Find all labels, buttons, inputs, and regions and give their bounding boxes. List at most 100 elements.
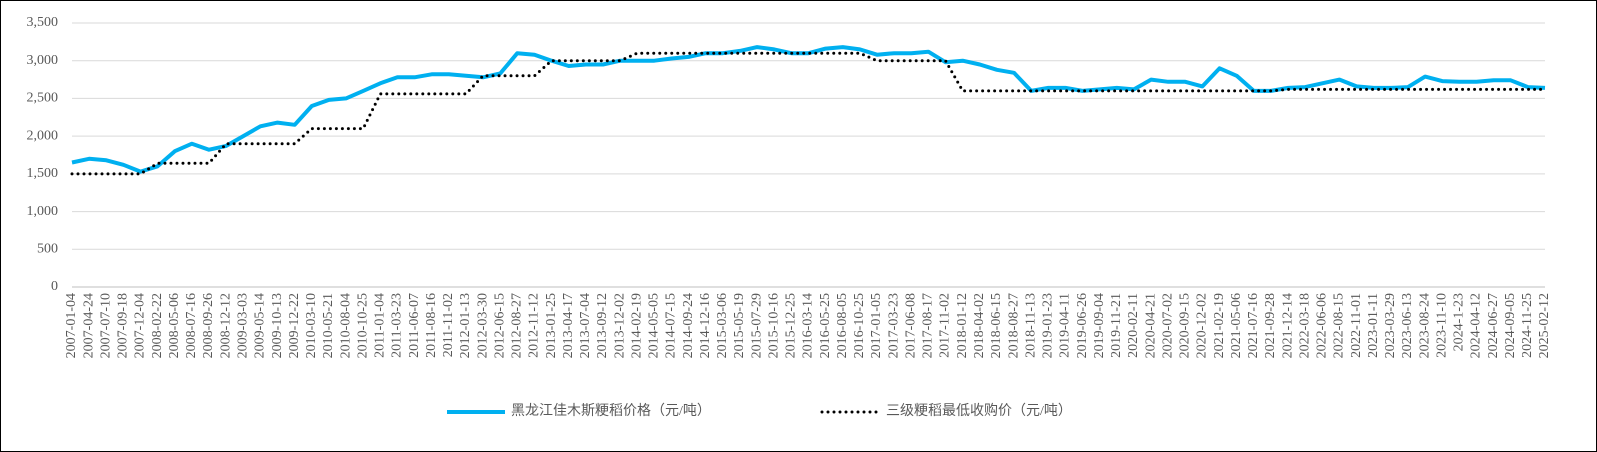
x-tick-label: 2018-06-15 [989, 293, 1004, 358]
x-tick-label: 2020-07-02 [1160, 293, 1175, 358]
x-tick-label: 2007-07-10 [98, 293, 113, 358]
x-tick-label: 2011-01-04 [373, 293, 388, 358]
x-tick-label: 2013-09-12 [595, 293, 610, 358]
y-tick-label: 0 [51, 279, 58, 294]
x-tick-label: 2021-02-19 [1212, 293, 1227, 358]
x-tick-label: 2024-09-05 [1503, 293, 1518, 358]
x-tick-label: 2021-07-16 [1246, 293, 1261, 358]
x-tick-label: 2015-03-06 [715, 293, 730, 358]
x-tick-label: 2014-02-19 [629, 293, 644, 358]
x-tick-label: 2012-06-15 [492, 293, 507, 358]
x-tick-label: 2010-05-21 [321, 293, 336, 358]
x-tick-label: 2010-03-10 [304, 293, 319, 358]
x-tick-label: 2012-03-30 [475, 293, 490, 358]
x-tick-label: 2025-02-12 [1537, 293, 1552, 358]
series-line [70, 51, 1547, 176]
x-tick-label: 2016-05-25 [818, 293, 833, 358]
y-tick-label: 2,500 [27, 91, 59, 106]
x-tick-label: 2024-11-25 [1520, 293, 1535, 358]
x-tick-label: 2008-02-22 [150, 293, 165, 358]
x-tick-label: 2018-04-02 [972, 293, 987, 358]
x-tick-label: 2022-08-15 [1332, 293, 1347, 358]
x-tick-label: 2009-10-13 [270, 293, 285, 358]
x-tick-label: 2007-12-04 [133, 293, 148, 358]
x-tick-label: 2015-12-25 [784, 293, 799, 358]
x-tick-label: 2016-03-14 [801, 293, 816, 358]
x-tick-label: 2022-11-01 [1349, 293, 1364, 358]
x-tick-label: 2013-04-17 [561, 293, 576, 358]
x-tick-label: 2024-04-12 [1469, 293, 1484, 358]
x-tick-label: 2014-12-16 [698, 293, 713, 358]
x-tick-label: 2019-06-26 [1075, 293, 1090, 358]
x-tick-label: 2018-11-13 [1023, 293, 1038, 358]
legend-label: 三级粳稻最低收购价（元/吨） [886, 403, 1072, 419]
x-tick-label: 2020-02-11 [1126, 293, 1141, 358]
x-tick-label: 2015-07-29 [749, 293, 764, 358]
y-tick-label: 3,000 [27, 53, 59, 68]
x-tick-label: 2011-11-02 [441, 293, 456, 357]
x-tick-label: 2013-12-02 [612, 293, 627, 358]
x-tick-label: 2020-12-02 [1195, 293, 1210, 358]
x-tick-label: 2007-04-24 [81, 293, 96, 358]
x-tick-label: 2017-08-17 [921, 293, 936, 358]
x-tick-label: 2013-07-04 [578, 293, 593, 358]
legend-label: 黑龙江佳木斯粳稻价格（元/吨） [511, 403, 711, 419]
x-tick-label: 2008-09-26 [201, 293, 216, 358]
x-tick-label: 2020-09-15 [1178, 293, 1193, 358]
x-tick-label: 2021-09-28 [1263, 293, 1278, 358]
x-tick-label: 2010-08-04 [338, 293, 353, 358]
x-tick-label: 2018-01-12 [955, 293, 970, 358]
x-tick-label: 2018-08-27 [1006, 293, 1021, 358]
x-tick-label: 2019-09-04 [1092, 293, 1107, 358]
x-tick-label: 2019-11-21 [1109, 293, 1124, 358]
x-tick-label: 2017-11-02 [938, 293, 953, 358]
y-tick-label: 500 [37, 242, 58, 257]
x-tick-label: 2023-03-29 [1383, 293, 1398, 358]
x-tick-label: 2015-10-16 [766, 293, 781, 358]
x-tick-label: 2012-11-12 [527, 293, 542, 358]
x-tick-label: 2023-01-11 [1366, 293, 1381, 358]
x-tick-label: 2023-11-10 [1434, 293, 1449, 358]
y-tick-label: 1,000 [27, 204, 59, 219]
x-tick-label: 2019-01-23 [1041, 293, 1056, 358]
x-tick-label: 2014-09-24 [681, 293, 696, 358]
x-tick-label: 2021-05-06 [1229, 293, 1244, 358]
x-tick-label: 2019-04-11 [1058, 293, 1073, 358]
x-tick-label: 2017-06-08 [903, 293, 918, 358]
y-tick-label: 3,500 [27, 15, 59, 30]
x-tick-label: 2008-12-12 [218, 293, 233, 358]
x-tick-label: 2015-05-19 [732, 293, 747, 358]
x-tick-label: 2009-12-22 [287, 293, 302, 358]
y-tick-label: 1,500 [27, 166, 59, 181]
x-tick-label: 2024-1-23 [1452, 293, 1467, 351]
x-tick-label: 2011-06-07 [407, 293, 422, 358]
x-tick-label: 2010-10-25 [355, 293, 370, 358]
x-tick-label: 2012-08-27 [510, 293, 525, 358]
x-tick-label: 2021-12-14 [1280, 293, 1295, 358]
x-tick-label: 2023-08-24 [1417, 293, 1432, 358]
x-tick-label: 2011-03-23 [390, 293, 405, 358]
x-tick-label: 2014-07-15 [664, 293, 679, 358]
x-tick-label: 2009-03-03 [235, 293, 250, 358]
x-tick-label: 2020-04-21 [1143, 293, 1158, 358]
x-tick-label: 2013-01-25 [544, 293, 559, 358]
x-tick-label: 2023-06-13 [1400, 293, 1415, 358]
x-tick-label: 2008-05-06 [167, 293, 182, 358]
x-tick-label: 2017-01-05 [869, 293, 884, 358]
x-tick-label: 2016-08-05 [835, 293, 850, 358]
x-tick-label: 2009-05-14 [253, 293, 268, 358]
x-tick-label: 2022-03-18 [1297, 293, 1312, 358]
x-tick-label: 2024-06-27 [1486, 293, 1501, 358]
x-tick-label: 2022-06-06 [1315, 293, 1330, 358]
x-tick-label: 2014-05-05 [647, 293, 662, 358]
x-tick-label: 2012-01-13 [458, 293, 473, 358]
y-tick-label: 2,000 [27, 128, 59, 143]
x-tick-label: 2016-10-25 [852, 293, 867, 358]
x-tick-label: 2011-08-16 [424, 293, 439, 358]
x-tick-label: 2007-01-04 [64, 293, 79, 358]
x-tick-label: 2017-03-23 [886, 293, 901, 358]
x-tick-label: 2007-09-18 [116, 293, 131, 358]
x-tick-label: 2008-07-16 [184, 293, 199, 358]
